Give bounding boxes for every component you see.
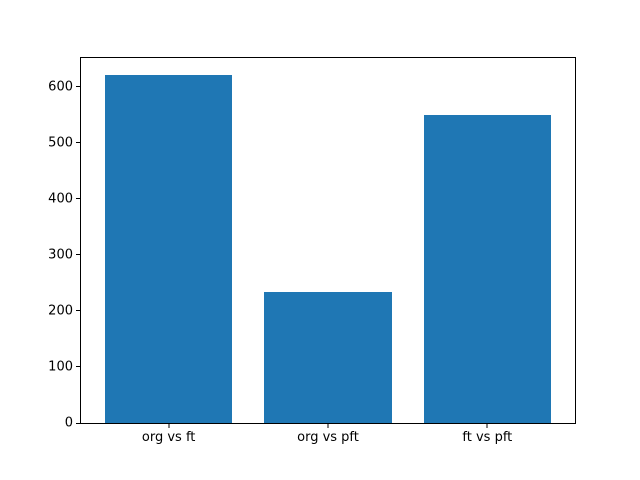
y-tick-mark <box>76 310 80 312</box>
y-tick-label: 400 <box>48 191 73 207</box>
y-tick-label: 600 <box>48 79 73 95</box>
y-tick-mark <box>76 198 80 200</box>
y-tick-label: 300 <box>48 247 73 263</box>
y-tick-mark <box>76 422 80 424</box>
y-tick-mark <box>76 142 80 144</box>
y-tick-mark <box>76 86 80 88</box>
x-tick-label: org vs pft <box>297 430 359 445</box>
x-axis: org vs ft org vs pft ft vs pft <box>81 58 575 444</box>
bar-org-vs-pft <box>264 291 392 423</box>
y-tick-label: 100 <box>48 359 73 375</box>
y-axis: 0 100 200 300 400 500 600 <box>48 58 575 430</box>
bar-org-vs-ft <box>104 75 233 423</box>
x-tick-mark <box>168 424 170 428</box>
x-tick-mark <box>486 424 488 428</box>
y-tick-mark <box>76 366 80 368</box>
x-tick-label: ft vs pft <box>462 430 513 445</box>
y-tick-label: 500 <box>48 135 73 151</box>
y-tick-label: 200 <box>48 303 73 319</box>
y-tick-mark <box>76 254 80 256</box>
y-tick-label: 0 <box>64 415 73 431</box>
plot-area: 0 100 200 300 400 500 600 org vs ft org vs pft f… <box>48 57 576 444</box>
bar-ft-vs-pft <box>423 114 552 423</box>
x-tick-label: org vs ft <box>141 430 196 445</box>
x-tick-mark <box>327 424 329 428</box>
bars-layer <box>81 58 575 423</box>
